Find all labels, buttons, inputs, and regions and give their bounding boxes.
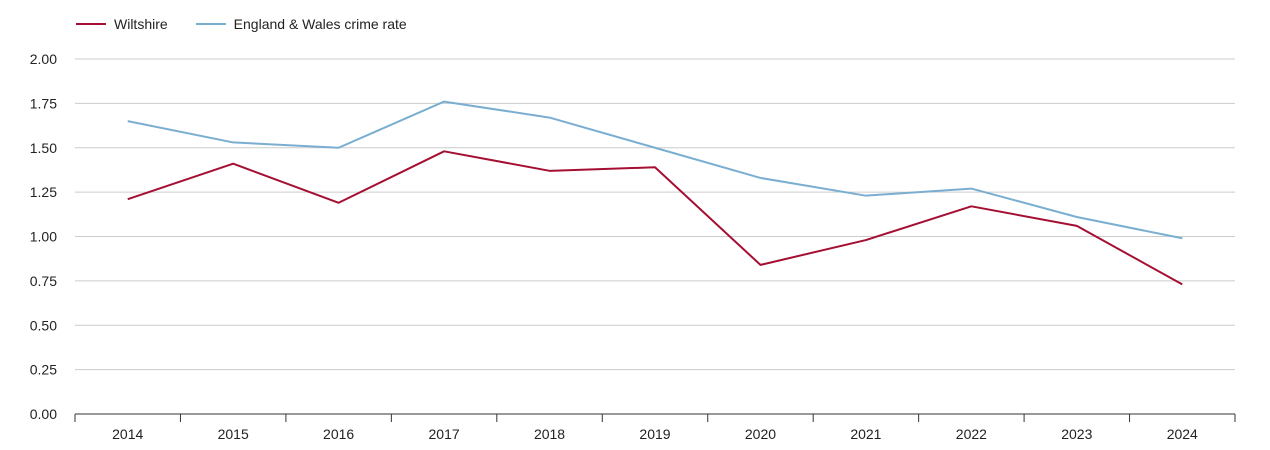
y-tick-label: 0.75: [30, 273, 57, 289]
y-axis: 0.00 0.25 0.50 0.75 1.00 1.25 1.50 1.75 2.00: [30, 51, 57, 422]
series-line-england-wales[interactable]: [127, 100, 1183, 240]
x-tick-label: 2021: [850, 426, 881, 442]
legend-label-wiltshire: Wiltshire: [114, 16, 168, 32]
legend-swatch-england-wales: [195, 23, 226, 25]
legend-swatch-wiltshire: [76, 23, 106, 25]
x-tick-label: 2023: [1061, 426, 1092, 442]
gridlines: [75, 58, 1235, 415]
x-tick-label: 2019: [639, 426, 670, 442]
x-tick-label: 2024: [1167, 426, 1198, 442]
y-tick-label: 2.00: [30, 51, 57, 67]
y-tick-label: 0.25: [30, 362, 57, 378]
series-line-wiltshire[interactable]: [127, 150, 1183, 286]
x-tick-label: 2018: [534, 426, 565, 442]
y-tick-label: 0.50: [30, 317, 57, 333]
y-tick-label: 1.25: [30, 184, 57, 200]
x-tick-label: 2014: [112, 426, 143, 442]
x-tick-label: 2015: [218, 426, 249, 442]
series-group: [127, 100, 1183, 286]
y-tick-label: 1.00: [30, 229, 57, 245]
x-tick-label: 2017: [429, 426, 460, 442]
y-tick-label: 0.00: [30, 406, 57, 422]
legend-label-england-wales: England & Wales crime rate: [233, 16, 407, 32]
y-tick-label: 1.75: [30, 95, 57, 111]
x-tick-label: 2020: [745, 426, 776, 442]
x-tick-label: 2022: [956, 426, 987, 442]
x-axis: 2014 2015 2016 2017 2018 2019 2020 2021 2022 2023…: [74, 414, 1236, 442]
legend: Wiltshire England & Wales crime rate: [76, 16, 435, 32]
y-tick-label: 1.50: [30, 140, 57, 156]
legend-item-wiltshire[interactable]: Wiltshire: [76, 16, 168, 32]
legend-item-england-wales[interactable]: England & Wales crime rate: [195, 16, 407, 32]
x-tick-label: 2016: [323, 426, 354, 442]
